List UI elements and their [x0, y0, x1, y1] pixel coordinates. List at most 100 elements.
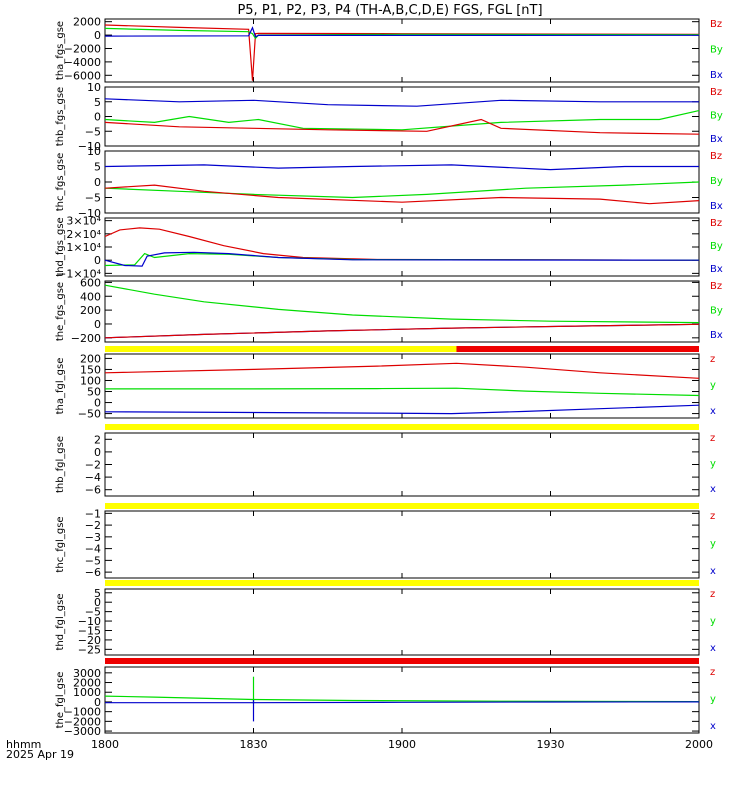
y-tick-label: 0 [94, 111, 101, 124]
y-tick-label: 2000 [73, 677, 101, 690]
series-Bx [104, 323, 700, 339]
y-tick-label: −3000 [64, 725, 101, 738]
legend-label: z [710, 433, 715, 444]
legend-label: Bx [710, 330, 723, 341]
y-tick-label: −3 [85, 531, 101, 544]
legend-label: z [710, 354, 715, 365]
panel-frame [104, 588, 700, 656]
y-tick-label: 3000 [73, 667, 101, 680]
time-label: hhmm [6, 738, 41, 751]
y-tick-label: −2000 [64, 42, 101, 55]
y-tick-label: −4 [85, 543, 101, 556]
y-tick-label: 0 [94, 696, 101, 709]
y-tick-label: 0 [94, 397, 101, 410]
y-tick-label: −25 [78, 643, 101, 656]
panel-frame [104, 432, 700, 497]
series-Bz [104, 24, 700, 81]
legend-label: Bz [710, 19, 722, 30]
status-bar-segment [105, 346, 457, 352]
panel-frame [104, 150, 700, 214]
legend-label: z [710, 511, 715, 522]
y-tick-label: 10 [87, 81, 101, 94]
x-tick-label: 1830 [240, 738, 268, 751]
date-label: 2025 Apr 19 [6, 748, 74, 761]
y-tick-label: −6 [85, 566, 101, 579]
series-Bz [104, 227, 700, 261]
y-tick-label: 2 [94, 433, 101, 446]
y-tick-label: 1×10⁴ [66, 241, 101, 254]
legend-label: Bx [710, 134, 723, 145]
legend-label: Bx [710, 70, 723, 81]
panel-thb_fgl_gse: 20−2−4−6 thb_fgl_gse z y x [55, 432, 716, 497]
series-Bx [104, 251, 700, 267]
y-tick-label: −10 [78, 207, 101, 220]
y-tick-label: −4000 [64, 56, 101, 69]
series-Bz [104, 184, 700, 205]
panel-frame [104, 666, 700, 734]
series-Bx [104, 26, 700, 38]
y-tick-label: 0 [94, 29, 101, 42]
y-tick-label: −5 [85, 125, 101, 138]
y-tick-label: 10 [87, 145, 101, 158]
y-tick-label: −5 [85, 554, 101, 567]
y-tick-label: −5 [85, 192, 101, 205]
legend-label: Bx [710, 264, 723, 275]
y-axis-label: thd_fgs_gse [55, 217, 66, 276]
y-tick-label: 0 [94, 596, 101, 609]
status-bar-segment [105, 424, 699, 430]
y-axis-label: thd_fgl_gse [55, 594, 66, 651]
y-tick-label: 2000 [73, 16, 101, 29]
panel-thc_fgs_gse: 10 5 0 −5 −10 thc_fgs_gse Bz By Bx [55, 145, 723, 220]
y-tick-label: 100 [80, 374, 101, 387]
legend-label: z [710, 589, 715, 600]
series-Bx [104, 164, 699, 171]
x-tick-label: 1900 [388, 738, 416, 751]
y-tick-label: 600 [80, 276, 101, 289]
series-By [104, 110, 700, 131]
x-tick-label: 1800 [91, 738, 119, 751]
series-Bx [104, 98, 699, 107]
legend-label: x [710, 643, 716, 654]
series-By [104, 27, 700, 40]
y-axis-label: the_fgs_gse [55, 282, 66, 341]
y-tick-label: −2 [85, 459, 101, 472]
legend-label: By [710, 176, 723, 187]
x-tick-label: 1930 [537, 738, 565, 751]
panel-frame [104, 217, 700, 277]
y-tick-label: −2 [85, 519, 101, 532]
legend-label: Bz [710, 151, 722, 162]
y-tick-label: 400 [80, 290, 101, 303]
status-bar-segment [105, 503, 699, 509]
status-bar-segment [456, 346, 699, 352]
legend-label: y [710, 694, 716, 705]
legend-label: By [710, 45, 723, 56]
y-tick-label: 200 [80, 352, 101, 365]
y-tick-label: −10 [78, 140, 101, 153]
legend-label: y [710, 459, 716, 470]
legend-label: Bz [710, 87, 722, 98]
y-axis-label: the_fgl_gse [55, 672, 66, 729]
status-bar-segment [105, 580, 699, 586]
y-tick-label: 1000 [73, 686, 101, 699]
y-tick-label: 0 [94, 254, 101, 267]
y-tick-label: 200 [80, 304, 101, 317]
y-axis-label: tha_fgs_gse [55, 21, 66, 80]
series-By [104, 284, 700, 324]
legend-label: By [710, 241, 723, 252]
legend-label: x [710, 566, 716, 577]
y-axis-label: thb_fgs_gse [55, 87, 66, 146]
y-tick-label: 0 [94, 318, 101, 331]
y-tick-label: −200 [71, 332, 101, 345]
plot-title: P5, P1, P2, P3, P4 (TH-A,B,C,D,E) FGS, F… [237, 3, 542, 18]
legend-label: By [710, 306, 723, 317]
y-tick-label: −20 [78, 634, 101, 647]
y-tick-label: −5 [85, 606, 101, 619]
x-tick-label: 2000 [685, 738, 713, 751]
y-tick-label: −1×10⁴ [57, 267, 101, 280]
panel-frame [104, 280, 700, 343]
y-tick-label: −2000 [64, 715, 101, 728]
